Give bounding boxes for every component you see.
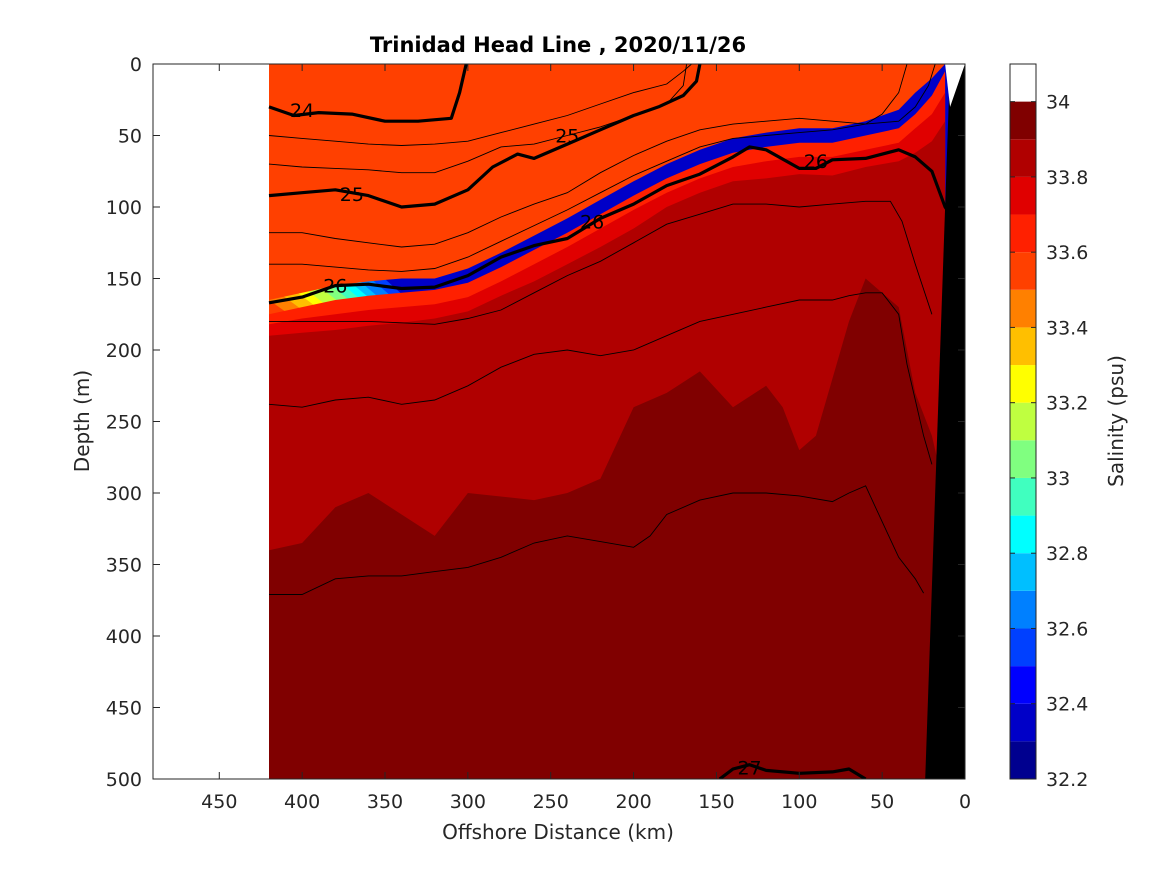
salinity-band-16 xyxy=(832,478,883,579)
isopycnal-label-26: 26 xyxy=(323,276,347,298)
colorbar-swatch xyxy=(1010,477,1036,516)
isopycnal-label-24: 24 xyxy=(290,100,314,122)
isopycnal-27 xyxy=(718,763,867,779)
seafloor-wedge xyxy=(925,64,965,779)
x-tick-label: 200 xyxy=(615,791,651,813)
colorbar: 32.2 32.4 32.6 32.8 33 33.2 33.4 33.6 33.8 34 xyxy=(1009,63,1088,791)
density-contour-thin-3 xyxy=(269,64,908,272)
colorbar-swatch xyxy=(1010,703,1036,742)
colorbar-tick-label: 32.2 xyxy=(1046,769,1088,791)
colorbar-swatch xyxy=(1010,402,1036,441)
isopycnal-label-25: 25 xyxy=(340,184,364,206)
y-tick-label: 350 xyxy=(106,555,142,577)
salinity-band-14 xyxy=(269,278,946,779)
x-tick-label: 50 xyxy=(870,791,894,813)
colorbar-tick-label: 33 xyxy=(1046,468,1070,490)
x-tick-label: 350 xyxy=(367,791,403,813)
density-contour-thin-4 xyxy=(269,200,933,325)
colorbar-swatch xyxy=(1010,553,1036,591)
colorbar-swatch xyxy=(1010,101,1036,140)
isopycnal-label-26: 26 xyxy=(580,211,604,233)
density-contour-thin-0 xyxy=(268,64,692,146)
colorbar-swatch xyxy=(1010,741,1036,779)
colorbar-swatch xyxy=(1010,365,1036,403)
isopycnal-26 xyxy=(268,145,952,305)
colorbar-tick-label: 33.4 xyxy=(1046,317,1088,339)
isopycnal-label-26: 26 xyxy=(804,151,828,173)
y-tick-label: 400 xyxy=(106,626,142,648)
contour-labels: 24 25 25 26 26 26 27 xyxy=(290,100,828,780)
y-axis: 0 50 100 150 200 250 300 350 400 450 500 xyxy=(106,54,965,791)
colorbar-label: Salinity (psu) xyxy=(1104,355,1128,487)
isopycnal-label-25: 25 xyxy=(555,126,579,148)
x-tick-label: 400 xyxy=(284,791,320,813)
y-tick-label: 250 xyxy=(106,412,142,434)
x-tick-label: 100 xyxy=(781,791,817,813)
y-tick-label: 150 xyxy=(106,269,142,291)
isopycnal-label-27: 27 xyxy=(737,758,761,780)
y-tick-label: 100 xyxy=(106,197,142,219)
x-axis-label: Offshore Distance (km) xyxy=(442,820,674,844)
colorbar-swatch xyxy=(1010,440,1036,478)
x-tick-label: 0 xyxy=(959,791,971,813)
colorbar-tick-label: 33.6 xyxy=(1046,242,1088,264)
x-tick-label: 300 xyxy=(450,791,486,813)
x-tick-label: 250 xyxy=(533,791,569,813)
chart-title: Trinidad Head Line , 2020/11/26 xyxy=(370,33,746,57)
colorbar-swatch xyxy=(1010,176,1036,215)
bathymetry xyxy=(925,64,965,779)
isopycnal-24 xyxy=(268,64,468,123)
colorbar-tick-label: 34 xyxy=(1046,92,1070,114)
salinity-filled-contours xyxy=(269,64,965,779)
colorbar-swatch xyxy=(1010,139,1036,177)
y-tick-label: 450 xyxy=(106,698,142,720)
colorbar-swatch xyxy=(1010,252,1036,290)
salinity-band-15 xyxy=(269,578,926,779)
nodata-corner xyxy=(945,64,965,107)
colorbar-swatch xyxy=(1010,214,1036,253)
density-contour-thin-6 xyxy=(269,485,924,595)
density-contour-thin-5 xyxy=(268,292,933,465)
colorbar-swatch xyxy=(1010,590,1036,629)
x-tick-label: 150 xyxy=(698,791,734,813)
x-axis: 450 400 350 300 250 200 150 100 50 0 xyxy=(201,64,971,813)
y-tick-label: 0 xyxy=(130,54,142,76)
y-tick-label: 300 xyxy=(106,483,142,505)
y-tick-label: 50 xyxy=(118,126,142,148)
y-tick-label: 500 xyxy=(106,769,142,791)
colorbar-tick-label: 32.6 xyxy=(1046,618,1088,640)
density-contour-lines xyxy=(268,64,952,779)
colorbar-frame xyxy=(1009,63,1037,780)
colorbar-swatch xyxy=(1010,628,1036,667)
colorbar-swatch xyxy=(1010,289,1036,328)
colorbar-swatch xyxy=(1010,666,1036,704)
colorbar-tick-label: 33.8 xyxy=(1046,167,1088,189)
y-tick-label: 200 xyxy=(106,340,142,362)
isopycnal-25 xyxy=(268,64,702,209)
colorbar-swatch xyxy=(1010,327,1036,366)
x-tick-label: 450 xyxy=(201,791,237,813)
colorbar-tick-label: 32.8 xyxy=(1046,543,1088,565)
y-axis-label: Depth (m) xyxy=(70,370,94,472)
colorbar-tick-label: 33.2 xyxy=(1046,393,1088,415)
colorbar-swatch xyxy=(1010,515,1036,554)
colorbar-tick-label: 32.4 xyxy=(1046,694,1088,716)
density-contour-thin-2 xyxy=(269,64,936,248)
